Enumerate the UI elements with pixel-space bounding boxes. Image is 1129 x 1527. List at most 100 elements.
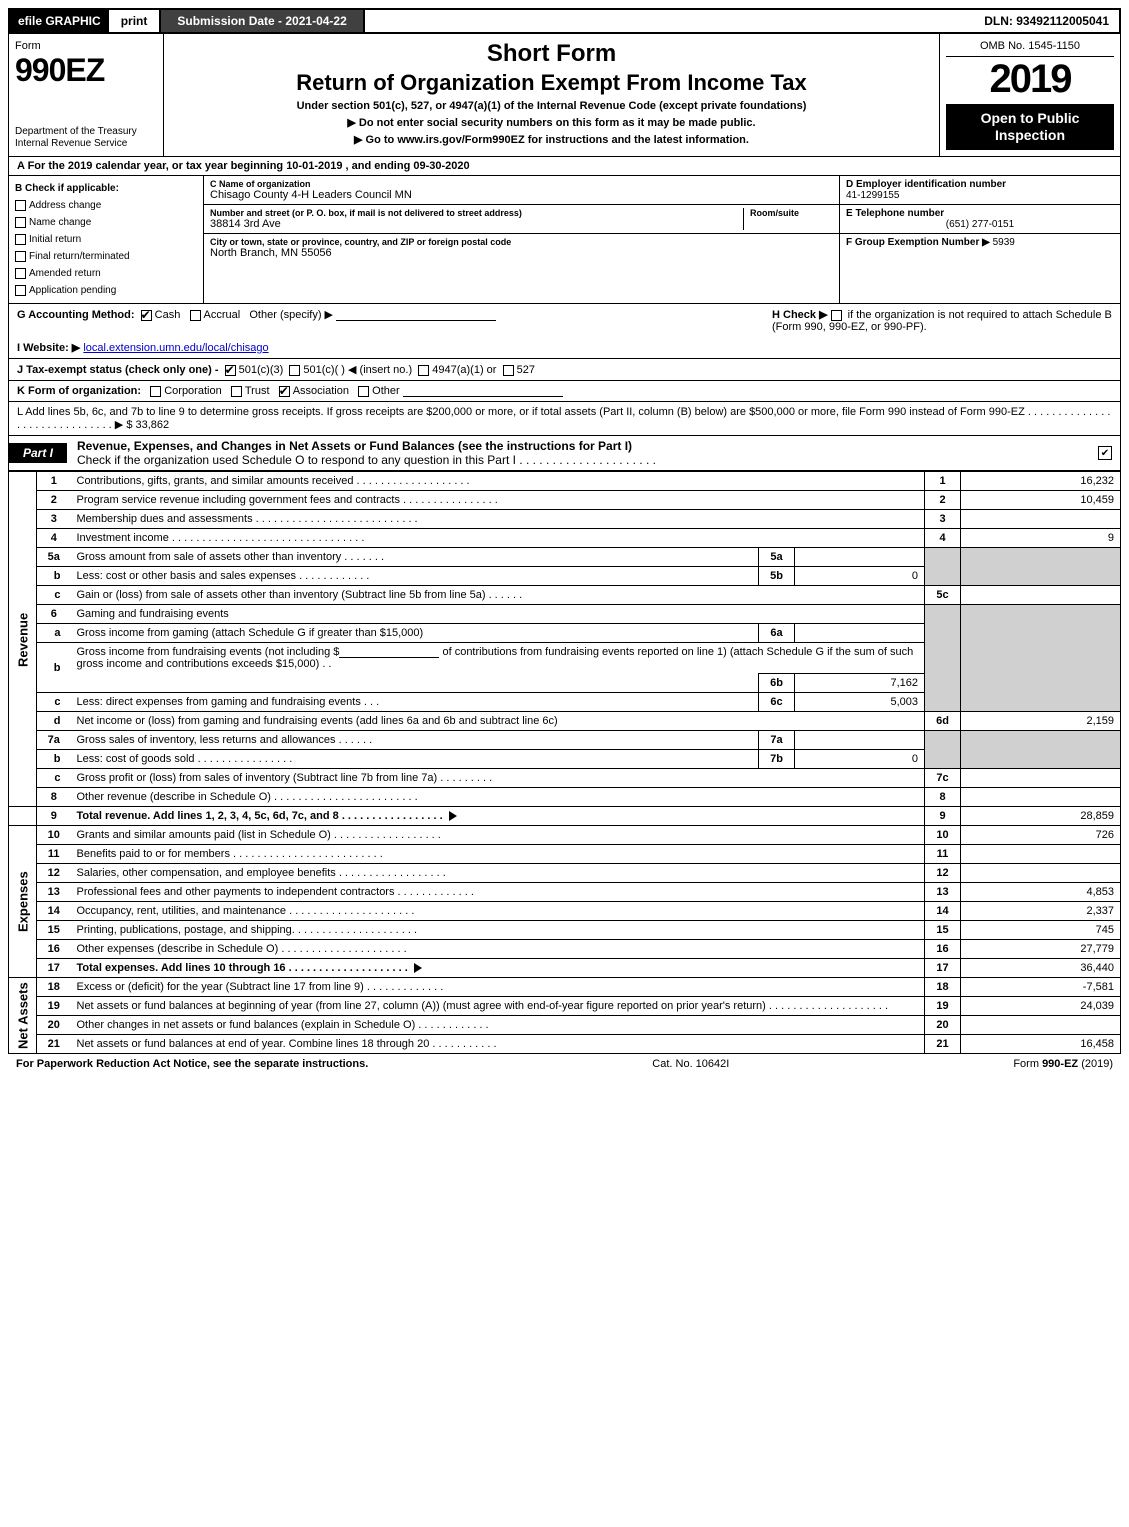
line-6c-mn: 6c xyxy=(759,693,795,712)
header-right: OMB No. 1545-1150 2019 Open to Public In… xyxy=(940,34,1120,156)
line-8-value xyxy=(961,788,1121,807)
line-6d-num: d xyxy=(37,712,71,731)
line-17-desc: Total expenses. Add lines 10 through 16 … xyxy=(71,959,925,978)
line-12-num: 12 xyxy=(37,864,71,883)
line-6b-blank[interactable] xyxy=(339,646,439,658)
goto-link[interactable]: ▶ Go to www.irs.gov/Form990EZ for instru… xyxy=(174,133,929,146)
line-10-num: 10 xyxy=(37,826,71,845)
check-application-pending[interactable]: Application pending xyxy=(15,282,197,299)
print-button[interactable]: print xyxy=(109,10,160,32)
line-9-value: 28,859 xyxy=(961,807,1121,826)
other-org-input[interactable] xyxy=(403,385,563,397)
line-2-num: 2 xyxy=(37,491,71,510)
line-9-num: 9 xyxy=(37,807,71,826)
part1-header: Part I Revenue, Expenses, and Changes in… xyxy=(8,436,1121,471)
gross-receipts-value: $ 33,862 xyxy=(126,419,169,431)
form-word: Form xyxy=(15,40,157,52)
addr-label: Number and street (or P. O. box, if mail… xyxy=(210,208,743,218)
check-final-return[interactable]: Final return/terminated xyxy=(15,248,197,265)
line-7c-num: c xyxy=(37,769,71,788)
city-label: City or town, state or province, country… xyxy=(210,237,833,247)
line-17-resnum: 17 xyxy=(925,959,961,978)
line-2-value: 10,459 xyxy=(961,491,1121,510)
title-return: Return of Organization Exempt From Incom… xyxy=(174,70,929,96)
check-trust[interactable] xyxy=(231,386,242,397)
check-initial-return[interactable]: Initial return xyxy=(15,231,197,248)
line-5b-mv: 0 xyxy=(795,567,925,586)
line-6d-desc: Net income or (loss) from gaming and fun… xyxy=(71,712,925,731)
check-501c3[interactable] xyxy=(225,365,236,376)
line-i: I Website: ▶ local.extension.umn.edu/loc… xyxy=(17,341,1112,354)
line-18-num: 18 xyxy=(37,978,71,997)
line-9-resnum: 9 xyxy=(925,807,961,826)
website-link[interactable]: local.extension.umn.edu/local/chisago xyxy=(83,342,268,354)
line-16-desc: Other expenses (describe in Schedule O) … xyxy=(71,940,925,959)
line-8-desc: Other revenue (describe in Schedule O) .… xyxy=(71,788,925,807)
line-19-resnum: 19 xyxy=(925,997,961,1016)
line-15-value: 745 xyxy=(961,921,1121,940)
line-18-resnum: 18 xyxy=(925,978,961,997)
line-19-desc: Net assets or fund balances at beginning… xyxy=(71,997,925,1016)
line-14-desc: Occupancy, rent, utilities, and maintena… xyxy=(71,902,925,921)
line-7a-desc: Gross sales of inventory, less returns a… xyxy=(71,731,759,750)
check-4947[interactable] xyxy=(418,365,429,376)
line-10-resnum: 10 xyxy=(925,826,961,845)
line-4-num: 4 xyxy=(37,529,71,548)
line-16-value: 27,779 xyxy=(961,940,1121,959)
line-3-num: 3 xyxy=(37,510,71,529)
check-amended-return[interactable]: Amended return xyxy=(15,265,197,282)
check-527[interactable] xyxy=(503,365,514,376)
line-16-resnum: 16 xyxy=(925,940,961,959)
group-exemption-value: 5939 xyxy=(993,237,1015,248)
line-3-resnum: 3 xyxy=(925,510,961,529)
ein-value: 41-1299155 xyxy=(846,190,1114,201)
ssn-warning: ▶ Do not enter social security numbers o… xyxy=(174,116,929,129)
open-to-public: Open to Public Inspection xyxy=(946,104,1114,150)
line-2-desc: Program service revenue including govern… xyxy=(71,491,925,510)
line-20-num: 20 xyxy=(37,1016,71,1035)
line-5a-mn: 5a xyxy=(759,548,795,567)
other-method-input[interactable] xyxy=(336,309,496,321)
check-schedule-b[interactable] xyxy=(831,310,842,321)
line-6b-mn: 6b xyxy=(759,674,795,693)
line-15-desc: Printing, publications, postage, and shi… xyxy=(71,921,925,940)
line-19-value: 24,039 xyxy=(961,997,1121,1016)
line-5a-greyval xyxy=(961,548,1121,567)
line-3-desc: Membership dues and assessments . . . . … xyxy=(71,510,925,529)
check-address-change[interactable]: Address change xyxy=(15,197,197,214)
title-short-form: Short Form xyxy=(174,40,929,68)
check-cash[interactable] xyxy=(141,310,152,321)
line-6-num: 6 xyxy=(37,605,71,624)
check-association[interactable] xyxy=(279,386,290,397)
check-corporation[interactable] xyxy=(150,386,161,397)
gl-block: G Accounting Method: Cash Accrual Other … xyxy=(8,304,1121,402)
line-6c-mv: 5,003 xyxy=(795,693,925,712)
line-8-num: 8 xyxy=(37,788,71,807)
line-1-value: 16,232 xyxy=(961,472,1121,491)
check-accrual[interactable] xyxy=(190,310,201,321)
line-20-value xyxy=(961,1016,1121,1035)
part1-table: Revenue 1 Contributions, gifts, grants, … xyxy=(8,471,1121,1054)
check-name-change[interactable]: Name change xyxy=(15,214,197,231)
line-13-value: 4,853 xyxy=(961,883,1121,902)
check-501c[interactable] xyxy=(289,365,300,376)
line-11-resnum: 11 xyxy=(925,845,961,864)
top-bar: efile GRAPHIC print Submission Date - 20… xyxy=(8,8,1121,34)
line-7a-num: 7a xyxy=(37,731,71,750)
page-footer: For Paperwork Reduction Act Notice, see … xyxy=(8,1054,1121,1074)
line-7b-desc: Less: cost of goods sold . . . . . . . .… xyxy=(71,750,759,769)
line-15-num: 15 xyxy=(37,921,71,940)
check-other-org[interactable] xyxy=(358,386,369,397)
line-12-resnum: 12 xyxy=(925,864,961,883)
line-7a-mn: 7a xyxy=(759,731,795,750)
line-7c-resnum: 7c xyxy=(925,769,961,788)
line-11-value xyxy=(961,845,1121,864)
part1-checkbox[interactable]: ✔ xyxy=(1098,446,1112,460)
org-city: North Branch, MN 55056 xyxy=(210,247,833,259)
line-6a-desc: Gross income from gaming (attach Schedul… xyxy=(71,624,759,643)
e-label: E Telephone number xyxy=(846,208,1114,219)
line-3-value xyxy=(961,510,1121,529)
line-4-value: 9 xyxy=(961,529,1121,548)
line-10-value: 726 xyxy=(961,826,1121,845)
line-6b-num: b xyxy=(37,643,71,693)
